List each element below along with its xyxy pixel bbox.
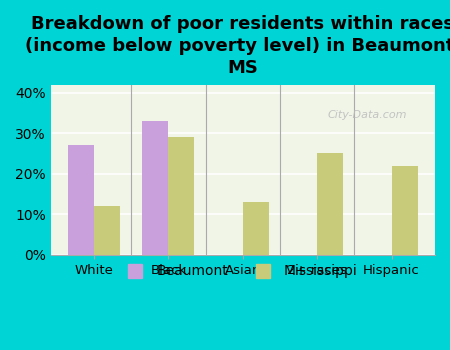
Bar <box>392 166 418 255</box>
Bar <box>243 202 269 255</box>
Bar <box>317 153 343 255</box>
Bar <box>168 137 194 255</box>
Bar <box>143 121 168 255</box>
Bar <box>94 206 120 255</box>
Text: City-Data.com: City-Data.com <box>327 110 407 120</box>
Legend: Beaumont, Mississippi: Beaumont, Mississippi <box>122 257 364 285</box>
Bar <box>68 145 94 255</box>
Title: Breakdown of poor residents within races
(income below poverty level) in Beaumon: Breakdown of poor residents within races… <box>25 15 450 77</box>
